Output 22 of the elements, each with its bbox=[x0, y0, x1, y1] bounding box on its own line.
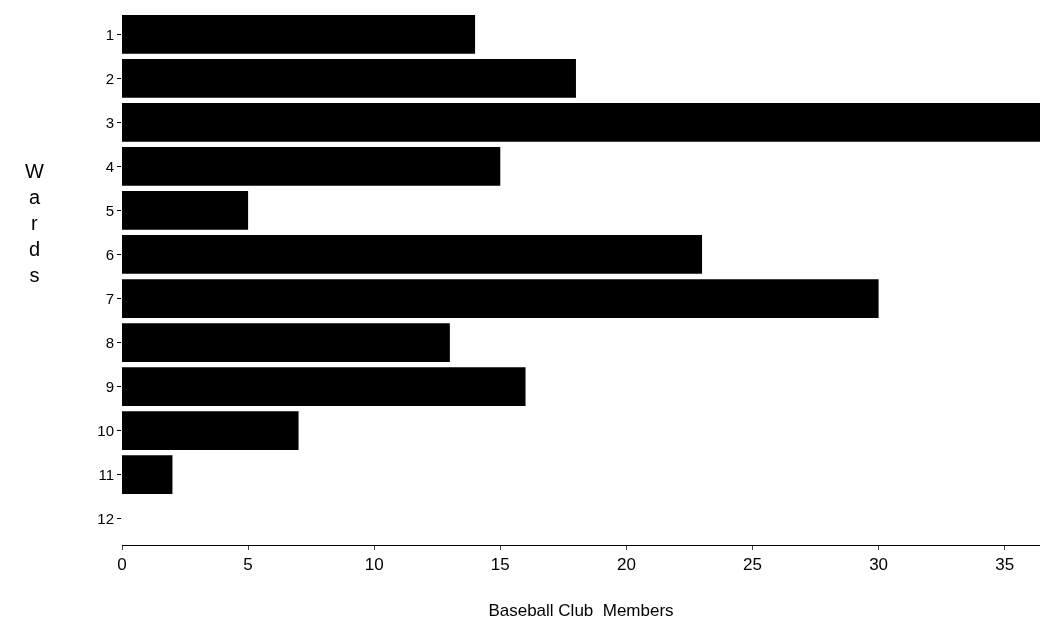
y-tick-label: 3 bbox=[105, 113, 114, 131]
y-tick-label: 10 bbox=[97, 421, 114, 439]
y-tick-label: 11 bbox=[98, 465, 114, 483]
y-tick-label: 1 bbox=[105, 25, 114, 43]
y-tick-label: 12 bbox=[97, 509, 114, 527]
x-tick-label: 5 bbox=[243, 555, 253, 575]
x-tick-label: 25 bbox=[743, 555, 762, 575]
x-tick-label: 20 bbox=[616, 555, 636, 575]
y-tick-label: 7 bbox=[105, 289, 114, 307]
x-tick-label: 35 bbox=[995, 555, 1015, 575]
y-tick-label: 6 bbox=[105, 245, 114, 263]
y-axis-title: Wards bbox=[25, 160, 44, 286]
x-tick-label: 10 bbox=[364, 555, 384, 575]
y-tick-label: 9 bbox=[105, 377, 114, 395]
y-tick-label: 2 bbox=[105, 69, 114, 87]
x-tick-label: 30 bbox=[869, 555, 889, 575]
y-tick-label: 8 bbox=[105, 333, 114, 351]
y-tick-label: 4 bbox=[105, 157, 114, 175]
x-tick-label: 15 bbox=[490, 555, 510, 575]
y-tick-label: 5 bbox=[105, 201, 114, 219]
x-tick-label: 0 bbox=[117, 555, 127, 575]
x-axis-title: Baseball Club Members bbox=[488, 600, 674, 620]
